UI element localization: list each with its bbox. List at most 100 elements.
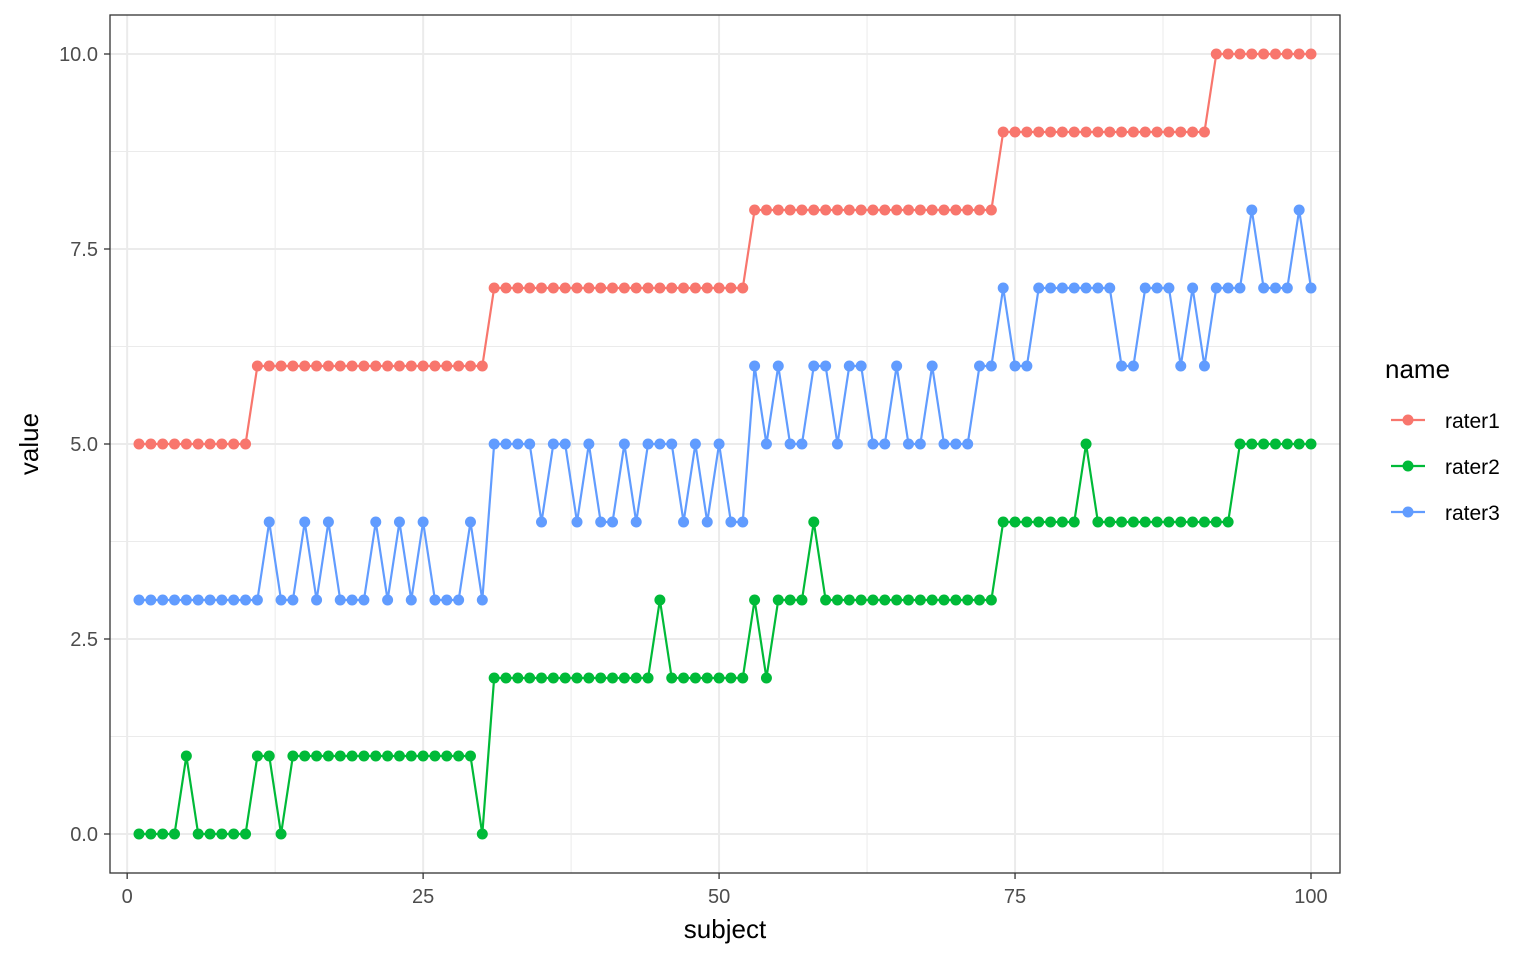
rater1-point — [855, 204, 867, 216]
rater1-point — [950, 204, 962, 216]
rater3-point — [1021, 360, 1033, 372]
rater3-point — [571, 516, 583, 528]
rater2-point — [1258, 438, 1270, 450]
rater1-point — [1222, 48, 1234, 60]
rater1-point — [133, 438, 145, 450]
rater1-point — [867, 204, 879, 216]
rater3-point — [1127, 360, 1139, 372]
rater1-point — [334, 360, 346, 372]
rater2-point — [1080, 438, 1092, 450]
rater3-point — [962, 438, 974, 450]
rater3-point — [263, 516, 275, 528]
rater3-point — [855, 360, 867, 372]
rater1-point — [559, 282, 571, 294]
rater1-point — [1281, 48, 1293, 60]
rater1-point — [784, 204, 796, 216]
rater2-point — [1033, 516, 1045, 528]
rater3-point — [760, 438, 772, 450]
rater3-point — [228, 594, 240, 606]
rater1-point — [1139, 126, 1151, 138]
rater2-point — [263, 750, 275, 762]
rater2-point — [962, 594, 974, 606]
rater3-point — [453, 594, 465, 606]
rater3-point — [1187, 282, 1199, 294]
rater2-point — [1104, 516, 1116, 528]
rater2-point — [1139, 516, 1151, 528]
rater2-point — [393, 750, 405, 762]
rater2-point — [275, 828, 287, 840]
rater2-point — [642, 672, 654, 684]
rater3-point — [1293, 204, 1305, 216]
rater1-point — [441, 360, 453, 372]
rater1-point — [405, 360, 417, 372]
rater1-point — [713, 282, 725, 294]
rater2-point — [974, 594, 986, 606]
rater3-point — [974, 360, 986, 372]
rater2-point — [902, 594, 914, 606]
rater1-point — [914, 204, 926, 216]
rater2-point — [985, 594, 997, 606]
rater3-point — [938, 438, 950, 450]
rater2-point — [997, 516, 1009, 528]
rater3-point — [831, 438, 843, 450]
rater3-point — [417, 516, 429, 528]
rater3-point — [145, 594, 157, 606]
rater1-point — [464, 360, 476, 372]
rater1-point — [1269, 48, 1281, 60]
rater1-point — [500, 282, 512, 294]
rater1-point — [1068, 126, 1080, 138]
rater3-point — [204, 594, 216, 606]
rater1-point — [760, 204, 772, 216]
rater2-point — [1045, 516, 1057, 528]
rater3-point — [1258, 282, 1270, 294]
rater3-point — [1009, 360, 1021, 372]
rater1-point — [879, 204, 891, 216]
rater1-point — [536, 282, 548, 294]
rater1-point — [1127, 126, 1139, 138]
rater2-point — [204, 828, 216, 840]
rater2-point — [405, 750, 417, 762]
rater3-point — [808, 360, 820, 372]
rater3-point — [1246, 204, 1258, 216]
rater1-point — [583, 282, 595, 294]
rater3-point — [891, 360, 903, 372]
rater3-point — [1163, 282, 1175, 294]
rater1-point — [843, 204, 855, 216]
rater2-point — [1198, 516, 1210, 528]
rater2-point — [630, 672, 642, 684]
rater3-point — [1092, 282, 1104, 294]
y-axis: 0.0 2.5 5.0 7.5 10.0 — [59, 44, 110, 846]
rater2-point — [429, 750, 441, 762]
rater3-point — [275, 594, 287, 606]
rater2-point — [867, 594, 879, 606]
rater3-point — [358, 594, 370, 606]
rater3-point — [476, 594, 488, 606]
rater2-point — [1151, 516, 1163, 528]
rater2-point — [251, 750, 263, 762]
x-tick-label: 100 — [1294, 886, 1327, 908]
rater2-point — [772, 594, 784, 606]
rater1-point — [192, 438, 204, 450]
rater1-point — [393, 360, 405, 372]
rater2-point — [784, 594, 796, 606]
rater1-point — [654, 282, 666, 294]
rater1-point — [1198, 126, 1210, 138]
rater2-point — [1246, 438, 1258, 450]
x-axis: 0 25 50 75 100 — [122, 873, 1328, 908]
rater3-point — [299, 516, 311, 528]
rater2-point — [488, 672, 500, 684]
rater1-point — [630, 282, 642, 294]
rater1-point — [346, 360, 358, 372]
rater1-point — [1021, 126, 1033, 138]
rater1-point — [820, 204, 832, 216]
rater3-point — [287, 594, 299, 606]
rater3-point — [311, 594, 323, 606]
rater2-point — [216, 828, 228, 840]
rater1-point — [1305, 48, 1317, 60]
rater2-point — [441, 750, 453, 762]
rater2-point — [618, 672, 630, 684]
rater3-point — [607, 516, 619, 528]
rater1-point — [1163, 126, 1175, 138]
rater2-point — [1293, 438, 1305, 450]
rater1-point — [737, 282, 749, 294]
